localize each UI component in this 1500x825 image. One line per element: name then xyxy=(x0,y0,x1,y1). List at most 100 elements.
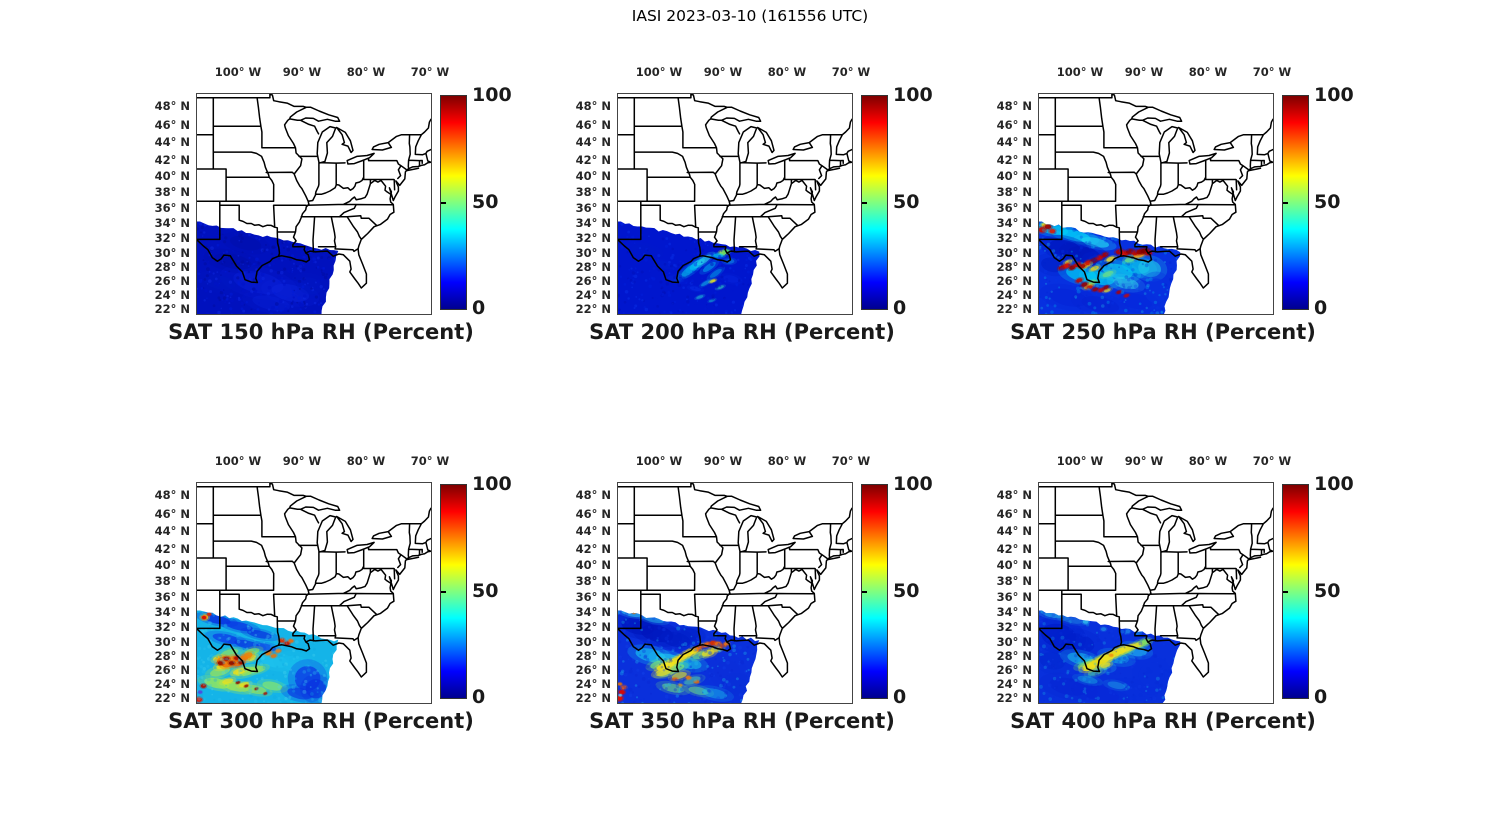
lat-tick-label: 40° N xyxy=(154,558,190,572)
lat-tick-label: 42° N xyxy=(996,542,1032,556)
colorbar-tick-label: 100 xyxy=(893,84,933,106)
lat-tick-label: 48° N xyxy=(154,99,190,113)
state-border-lines xyxy=(197,94,431,289)
lat-tick-label: 46° N xyxy=(996,507,1032,521)
lat-tick-label: 34° N xyxy=(575,216,611,230)
colorbar xyxy=(861,95,888,310)
lat-tick-label: 26° N xyxy=(575,274,611,288)
lon-tick-label: 90° W xyxy=(1124,454,1164,468)
lat-tick-label: 30° N xyxy=(575,246,611,260)
lat-tick-label: 28° N xyxy=(575,649,611,663)
lat-tick-label: 42° N xyxy=(154,542,190,556)
colorbar xyxy=(1282,95,1309,310)
colorbar-tick-label: 50 xyxy=(472,191,499,213)
lat-tick-label: 30° N xyxy=(154,246,190,260)
lat-tick-label: 32° N xyxy=(154,620,190,634)
colorbar xyxy=(440,484,467,699)
lat-tick-label: 22° N xyxy=(996,302,1032,316)
lat-tick-label: 44° N xyxy=(996,524,1032,538)
lat-tick-label: 36° N xyxy=(575,201,611,215)
lon-tick-label: 80° W xyxy=(346,454,386,468)
lon-tick-label: 70° W xyxy=(410,454,450,468)
map-frame xyxy=(1038,482,1274,704)
lon-tick-label: 80° W xyxy=(1188,454,1228,468)
lat-tick-label: 48° N xyxy=(154,488,190,502)
lat-tick-label: 28° N xyxy=(154,649,190,663)
map-frame xyxy=(196,93,432,315)
state-borders-map xyxy=(618,483,852,678)
lat-tick-label: 44° N xyxy=(575,135,611,149)
lat-tick-label: 30° N xyxy=(996,635,1032,649)
lon-tick-label: 100° W xyxy=(214,65,262,79)
colorbar-tick-label: 100 xyxy=(1314,473,1354,495)
panel-title: SAT 250 hPa RH (Percent) xyxy=(1010,320,1316,344)
state-border-lines xyxy=(197,483,431,678)
panel-title: SAT 300 hPa RH (Percent) xyxy=(168,709,474,733)
lat-tick-label: 30° N xyxy=(575,635,611,649)
panel-title: SAT 350 hPa RH (Percent) xyxy=(589,709,895,733)
lat-tick-label: 30° N xyxy=(996,246,1032,260)
lat-tick-label: 38° N xyxy=(154,574,190,588)
lat-tick-label: 22° N xyxy=(154,302,190,316)
lat-tick-label: 22° N xyxy=(996,691,1032,705)
lat-tick-label: 48° N xyxy=(996,99,1032,113)
state-border-lines xyxy=(618,94,852,289)
lat-tick-label: 36° N xyxy=(996,201,1032,215)
lat-tick-label: 38° N xyxy=(575,185,611,199)
colorbar-tick-label: 0 xyxy=(893,686,907,708)
lat-tick-label: 22° N xyxy=(575,302,611,316)
lat-tick-label: 34° N xyxy=(996,605,1032,619)
state-border-lines xyxy=(1039,483,1273,678)
state-borders-map xyxy=(618,94,852,289)
lat-tick-label: 28° N xyxy=(575,260,611,274)
lat-tick-label: 26° N xyxy=(154,663,190,677)
lon-tick-label: 70° W xyxy=(1252,65,1292,79)
colorbar xyxy=(861,484,888,699)
lat-tick-label: 30° N xyxy=(154,635,190,649)
lon-tick-label: 80° W xyxy=(1188,65,1228,79)
colorbar-tick-label: 100 xyxy=(1314,84,1354,106)
lat-tick-label: 24° N xyxy=(154,677,190,691)
lon-tick-label: 100° W xyxy=(1056,454,1104,468)
colorbar-tick-label: 0 xyxy=(472,297,486,319)
lat-tick-label: 46° N xyxy=(154,507,190,521)
colorbar-mid-tick xyxy=(1283,201,1288,204)
lat-tick-label: 42° N xyxy=(996,153,1032,167)
lon-tick-label: 100° W xyxy=(635,454,683,468)
lat-tick-label: 28° N xyxy=(996,649,1032,663)
colorbar-mid-tick xyxy=(441,201,446,204)
lat-tick-label: 32° N xyxy=(996,620,1032,634)
lat-tick-label: 28° N xyxy=(154,260,190,274)
colorbar-tick-label: 50 xyxy=(893,580,920,602)
lon-tick-label: 100° W xyxy=(1056,65,1104,79)
lat-tick-label: 26° N xyxy=(996,274,1032,288)
colorbar-mid-tick xyxy=(862,201,867,204)
lat-tick-label: 42° N xyxy=(575,542,611,556)
figure-title: IASI 2023-03-10 (161556 UTC) xyxy=(631,7,869,25)
lat-tick-label: 40° N xyxy=(154,169,190,183)
lon-tick-label: 70° W xyxy=(831,65,871,79)
lat-tick-label: 24° N xyxy=(996,288,1032,302)
lon-tick-label: 80° W xyxy=(767,65,807,79)
state-border-lines xyxy=(618,483,852,678)
map-frame xyxy=(1038,93,1274,315)
lon-tick-label: 90° W xyxy=(282,454,322,468)
lat-tick-label: 24° N xyxy=(996,677,1032,691)
colorbar-tick-label: 0 xyxy=(472,686,486,708)
lat-tick-label: 46° N xyxy=(996,118,1032,132)
lat-tick-label: 34° N xyxy=(996,216,1032,230)
lat-tick-label: 32° N xyxy=(575,620,611,634)
lat-tick-label: 48° N xyxy=(996,488,1032,502)
lat-tick-label: 46° N xyxy=(575,507,611,521)
panel-350-hpa: 100° W 90° W 80° W 70° W 48° N 46° N 44° N 42° … xyxy=(557,447,957,752)
lat-tick-label: 44° N xyxy=(154,524,190,538)
colorbar-tick-label: 100 xyxy=(472,84,512,106)
lon-tick-label: 90° W xyxy=(1124,65,1164,79)
colorbar-tick-label: 100 xyxy=(472,473,512,495)
lat-tick-label: 32° N xyxy=(154,231,190,245)
colorbar-tick-label: 50 xyxy=(1314,191,1341,213)
lat-tick-label: 34° N xyxy=(154,605,190,619)
lat-tick-label: 26° N xyxy=(154,274,190,288)
colorbar-tick-label: 50 xyxy=(472,580,499,602)
